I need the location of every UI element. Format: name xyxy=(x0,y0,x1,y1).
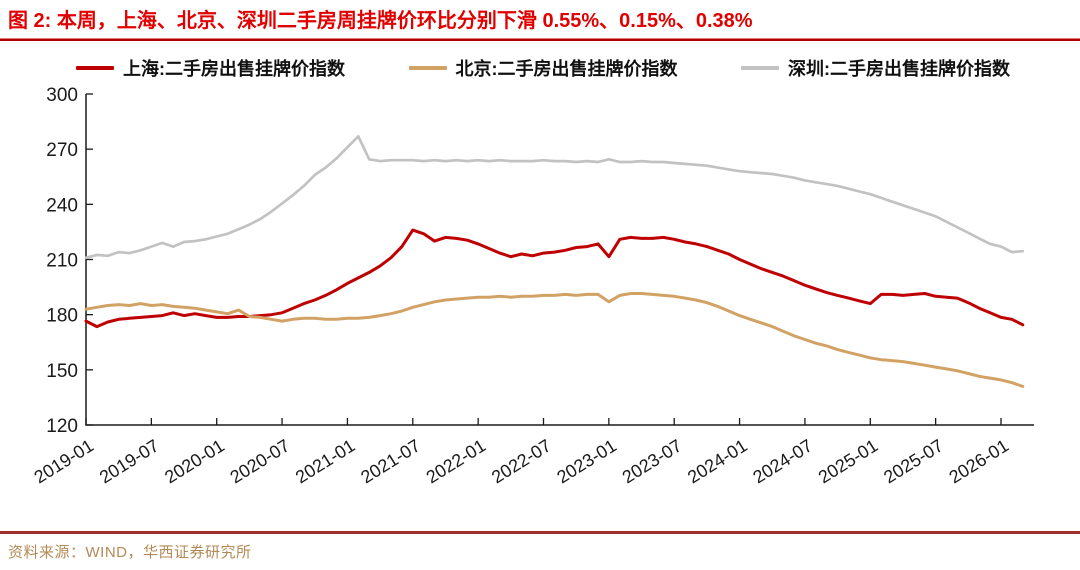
x-tick-label: 2021-07 xyxy=(357,435,424,487)
chart-legend: 上海:二手房出售挂牌价指数 北京:二手房出售挂牌价指数 深圳:二手房出售挂牌价指… xyxy=(76,55,1010,81)
x-tick-label: 2019-07 xyxy=(96,435,163,487)
legend-label-shenzhen: 深圳:二手房出售挂牌价指数 xyxy=(788,59,1010,79)
y-tick-label: 300 xyxy=(46,85,78,106)
shanghai-line-swatch-icon xyxy=(76,66,114,70)
legend-item-beijing: 北京:二手房出售挂牌价指数 xyxy=(408,55,678,81)
x-tick-label: 2026-01 xyxy=(945,435,1012,487)
y-tick-label: 240 xyxy=(46,195,78,216)
line-chart: 3002702402101801501202019-012019-072020-… xyxy=(30,85,1034,487)
series-line-shanghai xyxy=(84,228,1025,329)
series-line-shenzhen xyxy=(84,134,1025,260)
x-tick-label: 2024-01 xyxy=(684,435,751,487)
x-tick-label: 2025-07 xyxy=(880,435,947,487)
x-tick-label: 2020-07 xyxy=(227,435,294,487)
x-tick-label: 2021-01 xyxy=(292,435,359,487)
y-tick-label: 150 xyxy=(46,361,78,382)
y-tick-label: 270 xyxy=(46,140,78,161)
legend-item-shenzhen: 深圳:二手房出售挂牌价指数 xyxy=(741,55,1010,81)
x-tick-label: 2023-07 xyxy=(619,435,686,487)
legend-label-beijing: 北京:二手房出售挂牌价指数 xyxy=(455,59,678,79)
x-tick-label: 2022-01 xyxy=(423,435,490,487)
shenzhen-line-swatch-icon xyxy=(741,66,779,70)
y-tick-label: 180 xyxy=(46,306,78,327)
y-tick-label: 120 xyxy=(46,416,78,437)
beijing-line-swatch-icon xyxy=(408,66,447,70)
x-tick-label: 2025-01 xyxy=(815,435,882,487)
legend-item-shanghai: 上海:二手房出售挂牌价指数 xyxy=(76,55,345,81)
series-line-beijing xyxy=(84,292,1025,388)
x-tick-label: 2019-01 xyxy=(30,435,97,487)
figure-title-row: 图 2: 本周，上海、北京、深圳二手房周挂牌价环比分别下滑 0.55%、0.15… xyxy=(0,0,1080,34)
axes xyxy=(85,94,1034,426)
figure-title: 图 2: 本周，上海、北京、深圳二手房周挂牌价环比分别下滑 0.55%、0.15… xyxy=(8,10,753,32)
title-rule xyxy=(0,38,1080,41)
x-tick-label: 2022-07 xyxy=(488,435,555,487)
legend-label-shanghai: 上海:二手房出售挂牌价指数 xyxy=(123,59,345,79)
x-tick-label: 2024-07 xyxy=(749,435,816,487)
source-note: 资料来源：WIND，华西证券研究所 xyxy=(8,544,252,561)
footer-rule xyxy=(0,531,1080,534)
y-tick-label: 210 xyxy=(46,251,78,272)
x-tick-label: 2020-01 xyxy=(161,435,228,487)
x-tick-label: 2023-01 xyxy=(553,435,620,487)
